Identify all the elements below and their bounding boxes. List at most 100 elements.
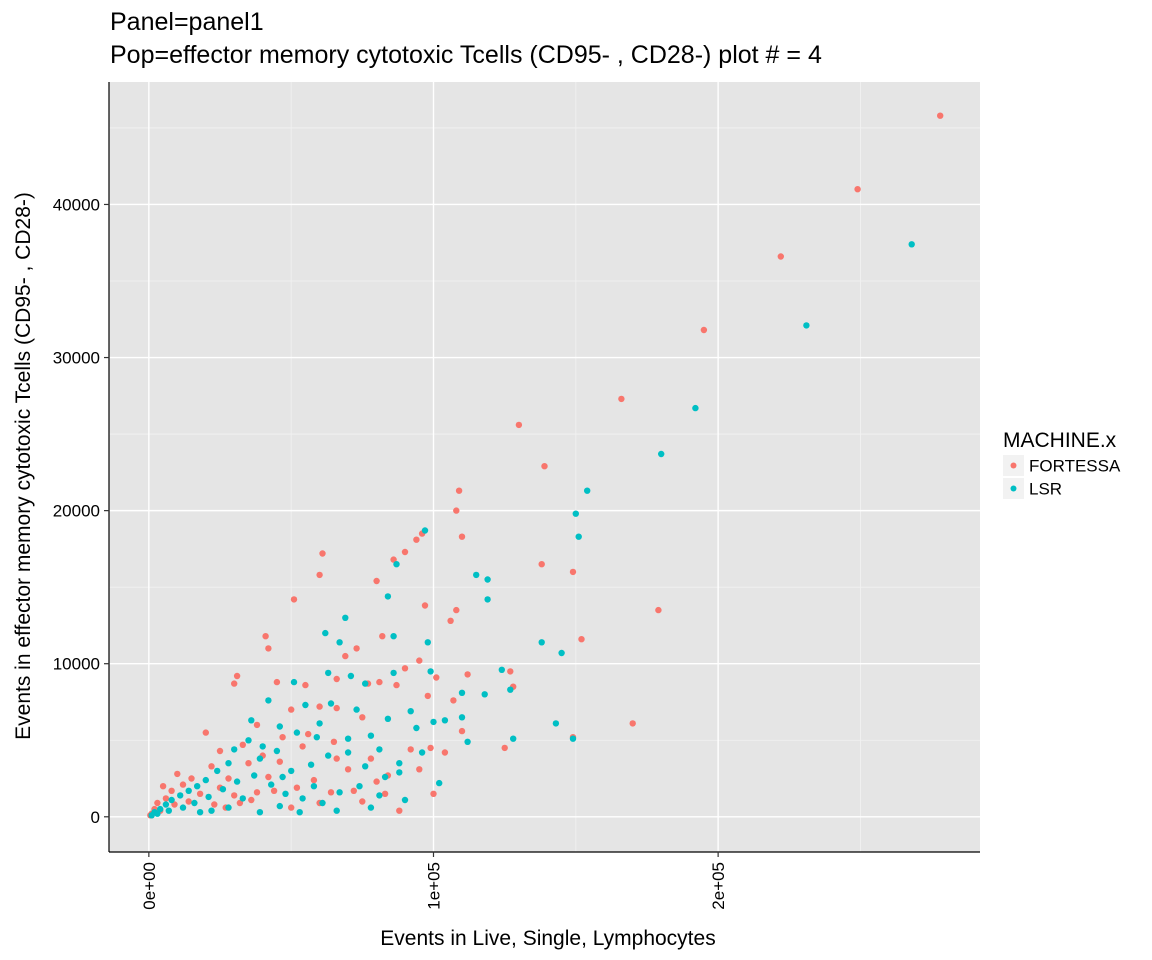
data-point-lsr: [347, 672, 355, 680]
data-point-fortessa: [288, 804, 295, 811]
data-point-lsr: [265, 697, 272, 704]
data-point-lsr: [692, 404, 699, 412]
legend-label-lsr: LSR: [1029, 480, 1062, 499]
data-point-fortessa: [211, 801, 218, 808]
data-point-fortessa: [618, 395, 625, 403]
y-tick-label: 0: [91, 808, 100, 827]
data-point-lsr: [208, 807, 215, 814]
legend-label-fortessa: FORTESSA: [1029, 457, 1121, 476]
data-point-fortessa: [154, 799, 161, 807]
data-point-lsr: [407, 708, 414, 715]
data-point-lsr: [194, 783, 201, 790]
data-point-lsr: [396, 760, 403, 767]
data-point-fortessa: [299, 743, 306, 750]
data-point-lsr: [225, 804, 232, 811]
series-lsr: [148, 241, 915, 819]
data-point-lsr: [507, 686, 514, 693]
data-point-fortessa: [458, 727, 466, 735]
data-point-lsr: [458, 689, 466, 696]
data-point-fortessa: [379, 633, 386, 640]
data-point-lsr: [552, 720, 560, 727]
data-point-lsr: [268, 781, 275, 788]
data-point-fortessa: [407, 746, 414, 753]
data-point-fortessa: [208, 763, 215, 770]
data-point-lsr: [413, 724, 420, 732]
data-point-fortessa: [344, 766, 352, 773]
data-point-fortessa: [293, 784, 301, 791]
data-point-fortessa: [159, 783, 167, 790]
data-point-fortessa: [359, 798, 366, 805]
data-point-lsr: [196, 809, 204, 816]
data-point-fortessa: [578, 636, 585, 643]
data-point-lsr: [185, 787, 192, 794]
data-point-lsr: [307, 761, 315, 768]
data-point-fortessa: [401, 665, 409, 672]
data-point-lsr: [484, 576, 491, 583]
data-point-fortessa: [455, 487, 463, 494]
data-point-fortessa: [424, 692, 431, 700]
data-point-fortessa: [290, 596, 298, 603]
data-point-fortessa: [276, 758, 283, 765]
data-point-lsr: [538, 639, 545, 646]
data-point-lsr: [239, 795, 246, 802]
data-point-fortessa: [507, 668, 514, 675]
data-point-fortessa: [253, 721, 261, 729]
legend-marker-fortessa: [1010, 462, 1017, 469]
data-point-fortessa: [273, 678, 281, 686]
data-point-lsr: [393, 561, 400, 568]
data-point-fortessa: [393, 681, 400, 689]
data-point-fortessa: [342, 652, 349, 660]
data-point-lsr: [575, 533, 582, 540]
data-point-fortessa: [390, 556, 397, 563]
data-point-fortessa: [239, 741, 246, 748]
data-point-lsr: [418, 749, 426, 756]
data-point-fortessa: [196, 790, 204, 797]
data-point-lsr: [658, 450, 665, 458]
x-tick-labels: 0e+00 1e+05 2e+05: [140, 862, 728, 910]
data-point-fortessa: [427, 744, 434, 752]
legend-marker-lsr: [1010, 485, 1017, 492]
data-point-fortessa: [453, 606, 460, 614]
data-point-fortessa: [376, 678, 383, 686]
data-point-fortessa: [174, 770, 181, 778]
data-point-fortessa: [265, 645, 272, 652]
data-point-lsr: [333, 807, 340, 814]
data-point-lsr: [322, 629, 329, 637]
data-point-lsr: [427, 668, 434, 675]
data-point-lsr: [276, 802, 283, 810]
data-point-lsr: [325, 752, 332, 759]
data-point-lsr: [569, 735, 577, 742]
data-point-lsr: [421, 527, 429, 534]
data-point-fortessa: [231, 680, 238, 687]
data-point-lsr: [273, 747, 281, 755]
data-point-lsr: [296, 809, 303, 816]
data-point-fortessa: [430, 790, 437, 797]
data-point-fortessa: [569, 568, 577, 576]
data-point-lsr: [319, 799, 326, 807]
data-point-fortessa: [248, 796, 255, 804]
data-point-lsr: [362, 680, 369, 687]
data-point-fortessa: [401, 548, 409, 556]
data-point-fortessa: [265, 773, 272, 781]
data-point-lsr: [510, 735, 517, 742]
data-point-lsr: [908, 241, 915, 248]
data-point-fortessa: [433, 674, 440, 681]
data-point-lsr: [168, 796, 175, 804]
legend: MACHINE.x FORTESSA LSR: [1003, 429, 1121, 499]
y-tick-label: 20000: [53, 502, 100, 521]
data-point-lsr: [316, 720, 323, 727]
data-point-lsr: [177, 792, 184, 799]
data-point-fortessa: [450, 697, 457, 704]
data-point-lsr: [464, 738, 471, 745]
data-point-fortessa: [464, 671, 471, 678]
data-point-fortessa: [216, 747, 224, 755]
data-point-fortessa: [381, 790, 389, 797]
data-point-fortessa: [188, 775, 195, 782]
data-point-lsr: [367, 804, 375, 811]
data-point-fortessa: [333, 755, 340, 762]
data-point-lsr: [245, 737, 252, 744]
y-tick-labels: 0 10000 20000 30000 40000: [53, 195, 100, 826]
y-tick-label: 30000: [53, 349, 100, 368]
x-tick-label: 1e+05: [424, 862, 443, 910]
data-point-fortessa: [541, 463, 548, 470]
